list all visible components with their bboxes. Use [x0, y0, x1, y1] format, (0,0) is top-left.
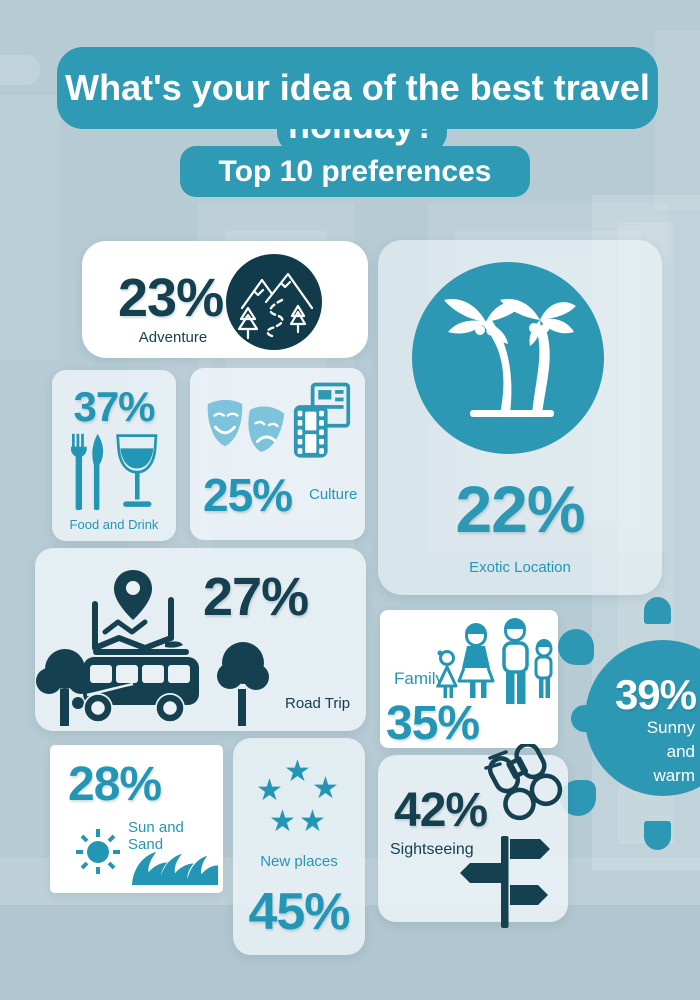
card-culture: 25% Culture: [190, 368, 365, 540]
family-percent: 35%: [386, 697, 480, 750]
star-icon: ★: [284, 755, 311, 788]
newplaces-percent: 45%: [248, 883, 350, 941]
star-icon: ★: [269, 805, 296, 838]
theater-masks-icon: [202, 398, 290, 465]
food-label: Food and Drink: [69, 516, 159, 532]
sun-ray: [644, 597, 671, 624]
title-text-line1: What's your idea of the best travel: [65, 67, 650, 108]
card-adventure: 23% Adventure: [82, 241, 368, 358]
sunny-warm-label: Sunny and warm: [646, 718, 695, 785]
bus-trees-icon: [35, 631, 303, 731]
food-percent: 37%: [73, 383, 155, 430]
culture-percent: 25%: [203, 469, 293, 521]
mountain-trail-icon: [226, 254, 322, 350]
map-pin-icon: [87, 570, 179, 663]
card-sun-and-sand: 28% Sun and Sand: [50, 745, 223, 893]
sun-ray: [644, 821, 671, 850]
palm-trees-icon: [412, 262, 604, 454]
family-label: Family: [394, 669, 445, 688]
background-shape: [0, 55, 40, 85]
title-banner: What's your idea of the best travel: [57, 47, 658, 129]
binoculars-icon: [482, 742, 574, 837]
sightseeing-percent: 42%: [394, 784, 488, 837]
sightseeing-label: Sightseeing: [390, 841, 474, 858]
waves-icon: [130, 839, 220, 891]
exotic-label: Exotic Location: [469, 559, 571, 576]
card-food-and-drink: 37% Food and Drink: [52, 370, 176, 541]
sunsand-label: Sun and Sand: [128, 819, 184, 853]
card-exotic-location: 22% Exotic Location: [378, 240, 662, 595]
exotic-percent: 22%: [455, 472, 585, 546]
card-road-trip: 27%: [35, 548, 366, 731]
sunny-warm-sun-icon: [585, 640, 700, 796]
star-icon: ★: [256, 774, 283, 807]
signpost-icon: [456, 836, 554, 933]
background-shape: [655, 30, 700, 210]
adventure-percent: 23%: [118, 268, 224, 328]
adventure-label: Adventure: [138, 329, 208, 346]
culture-label: Culture: [309, 486, 358, 503]
family-figures-icon: [436, 618, 556, 717]
sunsand-percent: 28%: [68, 758, 162, 811]
sun-icon: [72, 825, 124, 882]
sun-ray: [558, 629, 594, 665]
subtitle-banner: Top 10 preferences: [180, 146, 530, 197]
card-family: Family: [380, 610, 558, 748]
film-newspaper-icon: [292, 382, 352, 465]
roadtrip-label: Road Trip: [285, 695, 351, 712]
background-shape: [0, 95, 60, 360]
card-new-places: ★ ★ ★ ★ ★ New places 45%: [233, 738, 365, 955]
newplaces-label: New places: [260, 853, 338, 870]
sunny-warm-percent: 39%: [614, 671, 697, 718]
subtitle-text: Top 10 preferences: [218, 155, 492, 188]
star-icon: ★: [299, 805, 326, 838]
star-icon: ★: [312, 772, 339, 805]
roadtrip-percent: 27%: [203, 567, 309, 627]
fork-knife-wine-icon: [66, 432, 162, 521]
